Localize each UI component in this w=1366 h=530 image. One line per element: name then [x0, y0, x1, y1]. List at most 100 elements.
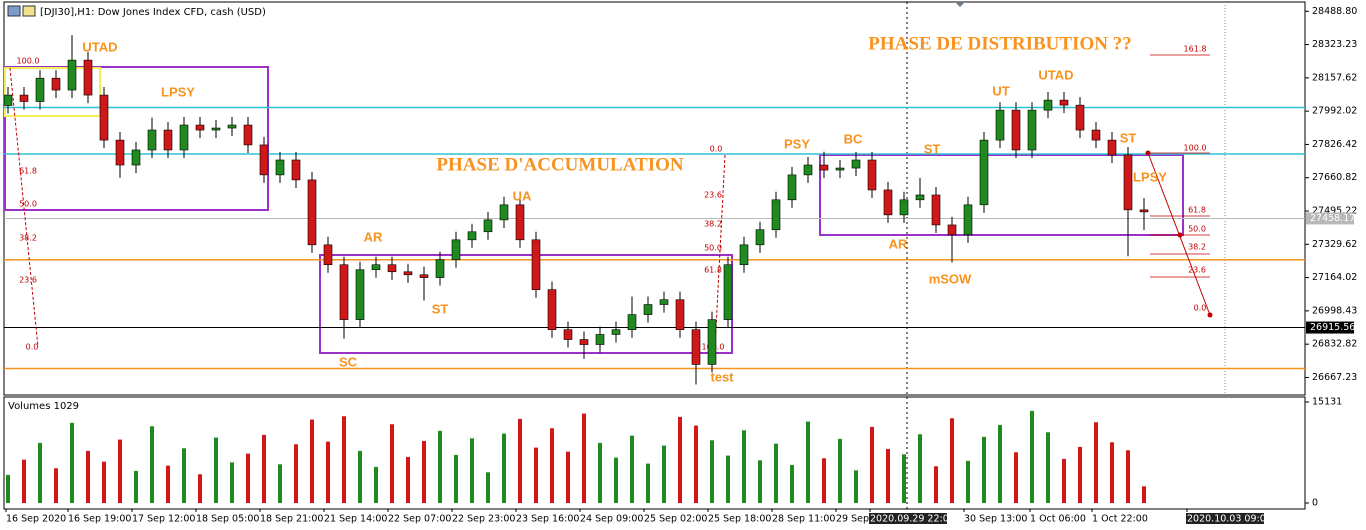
candle-body — [387, 264, 397, 273]
volume-bar — [694, 425, 698, 503]
candle-body — [915, 194, 925, 201]
y-tick-label: 27826.42 — [1312, 139, 1357, 150]
candle-body — [787, 174, 797, 201]
fib-label: 161.8 — [1184, 45, 1207, 54]
fib-label: 61.8 — [704, 266, 722, 275]
annotation: ST — [924, 141, 941, 156]
x-tick-label: 18 Sep 21:00 — [260, 514, 323, 525]
volume-bar — [662, 445, 666, 503]
candle-body — [243, 124, 253, 146]
fib-label: 0.0 — [26, 343, 39, 352]
volume-bar — [502, 433, 506, 503]
volume-bar — [1110, 442, 1114, 503]
annotation: LPSY — [161, 84, 195, 99]
volume-bar — [982, 436, 986, 503]
cursor-tag — [1306, 321, 1354, 334]
x-tick-label: 17 Sep 12:00 — [132, 514, 195, 525]
volume-bar — [822, 458, 826, 503]
candle-body — [1075, 104, 1085, 131]
volume-bar — [342, 416, 346, 503]
annotation: PHASE D'ACCUMULATION — [436, 154, 683, 175]
volume-bar — [470, 438, 474, 503]
volume-bar — [630, 435, 634, 503]
x-tick-label: 25 Sep 18:00 — [708, 514, 771, 525]
annotation: UT — [992, 83, 1009, 98]
x-tick-label: 1 Oct 06:00 — [1030, 514, 1086, 525]
fib-label: 100.0 — [1184, 144, 1207, 153]
fib-label: 0.0 — [710, 145, 723, 154]
candle-body — [291, 159, 301, 181]
y-tick-label: 27992.02 — [1312, 106, 1357, 117]
drawing-box — [4, 66, 269, 211]
y-tick-label: 15131 — [1312, 397, 1342, 408]
chart-title: [DJI30],H1: Dow Jones Index CFD, cash (U… — [40, 7, 266, 18]
candle-body — [819, 164, 829, 171]
volume-bar — [1014, 452, 1018, 503]
volume-bar — [70, 422, 74, 503]
candle-body — [131, 149, 141, 166]
volume-bar — [390, 424, 394, 503]
candle-body — [659, 299, 669, 305]
x-label-highlight — [869, 513, 947, 524]
candle-body — [147, 129, 157, 151]
x-tick-label: 1 Oct 22:00 — [1092, 514, 1148, 525]
candle-body — [1043, 99, 1053, 111]
candle-body — [547, 289, 557, 330]
x-tick-label: 16 Sep 2020 — [6, 514, 66, 525]
volume-pane — [3, 396, 1306, 510]
candle-body — [531, 239, 541, 290]
y-tick-label: 27495.22 — [1312, 206, 1357, 217]
x-tick-label: 24 Sep 09:00 — [580, 514, 643, 525]
annotation: SC — [339, 354, 358, 369]
candle-body — [451, 239, 461, 261]
x-tick-label: 2020.09.29 22:00 — [870, 514, 955, 525]
y-tick-label: 27164.02 — [1312, 272, 1357, 283]
candle-body — [771, 199, 781, 231]
volume-bar — [998, 424, 1002, 503]
volume-bar — [406, 456, 410, 503]
x-tick-label: 28 Sep 11:00 — [772, 514, 835, 525]
candle-body — [307, 179, 317, 246]
annotation: UTAD — [82, 39, 117, 54]
y-tick-label: 27329.62 — [1312, 239, 1357, 250]
candle-body — [963, 204, 973, 236]
fib-trend — [714, 154, 726, 348]
volume-bar — [294, 444, 298, 503]
fib-anchor — [1177, 232, 1183, 238]
annotation: AR — [364, 229, 383, 244]
candle-body — [355, 269, 365, 320]
volume-bar — [38, 442, 42, 503]
candle-body — [723, 264, 733, 320]
fib-label: 23.6 — [704, 191, 722, 200]
candle-body — [419, 274, 429, 278]
cursor-label: 26915.56 — [1310, 322, 1355, 333]
volume-bar — [966, 460, 970, 503]
candle-body — [883, 189, 893, 216]
candle-body — [371, 264, 381, 271]
volume-bar — [1094, 422, 1098, 503]
volume-bar — [214, 437, 218, 503]
volume-bar — [134, 470, 138, 503]
fib-label: 61.8 — [19, 167, 37, 176]
fib-label: 0.0 — [1194, 304, 1207, 313]
candle-body — [195, 124, 205, 131]
volume-bar — [854, 470, 858, 503]
candle-body — [179, 124, 189, 151]
volume-bar — [262, 434, 266, 503]
annotation: LPSY — [1133, 169, 1167, 184]
candle-body — [755, 229, 765, 246]
volume-bar — [86, 450, 90, 503]
volume-bar — [1078, 446, 1082, 503]
candle-body — [275, 159, 285, 176]
candle-body — [227, 124, 237, 129]
annotation: PSY — [784, 136, 810, 151]
volume-bar — [6, 474, 10, 503]
drawing-box — [819, 154, 1184, 236]
fib-label: 100.0 — [17, 57, 40, 66]
fib-label: 50.0 — [19, 200, 37, 209]
annotation: test — [710, 369, 734, 384]
volume-bar — [310, 419, 314, 503]
